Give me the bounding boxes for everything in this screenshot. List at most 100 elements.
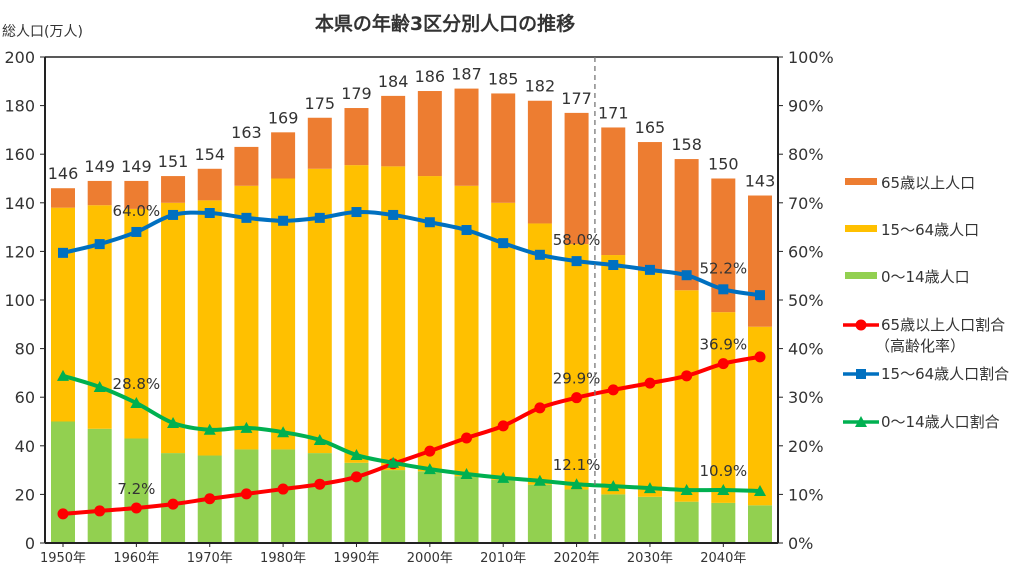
bar-young [124, 438, 149, 543]
y2-tick-label: 100% [788, 48, 834, 67]
young-ratio-marker [423, 463, 436, 475]
legend-label: 15～64歳人口 [881, 221, 979, 239]
elderly-ratio-marker [717, 358, 729, 370]
bar-young [454, 476, 479, 543]
y2-tick-label: 10% [788, 485, 824, 504]
bar-young [161, 453, 186, 543]
young-ratio-marker [277, 426, 290, 438]
young-ratio-marker [387, 456, 400, 468]
elderly-ratio-marker [314, 478, 326, 490]
elderly-ratio-marker [461, 432, 473, 444]
bar-elderly [674, 159, 699, 291]
bar-working [564, 244, 589, 490]
bar-working [601, 255, 626, 495]
working-ratio-marker [571, 256, 582, 267]
legend-marker [855, 319, 867, 331]
total-label: 177 [561, 89, 592, 108]
young-ratio-data-label: 10.9% [699, 462, 747, 480]
legend-swatch [845, 225, 877, 232]
young-ratio-marker [93, 380, 106, 392]
y-tick-label: 20 [15, 485, 35, 504]
elderly-ratio-marker [607, 384, 619, 396]
x-tick-label: 1970年 [187, 551, 233, 566]
bar-elderly [748, 195, 772, 327]
bar-elderly [564, 112, 589, 245]
total-label: 154 [194, 145, 225, 164]
young-ratio-marker [717, 484, 730, 496]
working-ratio-marker [681, 270, 692, 281]
elderly-ratio-data-label: 7.2% [117, 480, 155, 498]
young-ratio-marker [240, 421, 253, 433]
total-label: 185 [488, 69, 519, 88]
young-ratio-marker [533, 474, 546, 486]
bar-young [601, 494, 626, 543]
young-ratio-marker [643, 482, 656, 494]
legend-label: 0～14歳人口 [881, 268, 970, 286]
bar-young [748, 505, 772, 543]
working-ratio-marker [131, 226, 142, 237]
bar-young [381, 470, 406, 543]
working-ratio-marker [94, 239, 105, 250]
elderly-ratio-marker [497, 420, 509, 432]
bar-elderly [381, 95, 406, 167]
total-label: 186 [415, 67, 446, 86]
x-tick-label: 2010年 [480, 551, 526, 566]
elderly-ratio-marker [644, 377, 656, 389]
total-label: 143 [745, 172, 776, 191]
bar-elderly [344, 108, 369, 166]
x-tick-label: 2020年 [554, 551, 600, 566]
y2-tick-label: 40% [788, 340, 824, 359]
bar-elderly [637, 142, 662, 271]
chart-title: 本県の年齢3区分別人口の推移 [315, 12, 575, 35]
y2-tick-label: 0% [788, 534, 813, 553]
total-label: 171 [598, 103, 629, 122]
bar-elderly [527, 100, 552, 224]
x-tick-label: 1950年 [40, 551, 86, 566]
working-ratio-marker [534, 249, 545, 260]
y2-tick-label: 90% [788, 97, 824, 116]
bar-elderly [161, 176, 186, 203]
bar-working [674, 290, 699, 502]
young-ratio-marker [57, 369, 69, 381]
working-ratio-marker [718, 284, 729, 295]
bar-working [51, 207, 75, 422]
total-label: 187 [451, 65, 482, 84]
working-ratio-marker [388, 209, 399, 220]
working-ratio-marker [608, 260, 619, 271]
total-label: 169 [268, 108, 299, 127]
bar-elderly [417, 91, 442, 177]
bar-working [527, 223, 552, 485]
bar-elderly [601, 127, 626, 256]
young-ratio-data-label: 28.8% [113, 375, 161, 393]
working-ratio-data-label: 58.0% [553, 231, 601, 249]
bar-working [711, 312, 736, 503]
bar-young [527, 484, 552, 543]
legend-marker [855, 416, 867, 427]
young-ratio-marker [167, 416, 180, 428]
bar-working [234, 185, 259, 450]
total-label: 184 [378, 72, 409, 91]
x-tick-label: 1980年 [260, 551, 306, 566]
legend-label: 15～64歳人口割合 [881, 365, 1009, 383]
elderly-ratio-data-label: 29.9% [553, 370, 601, 388]
elderly-ratio-marker [754, 351, 766, 363]
legend-label-sub: （高齢化率） [875, 337, 965, 355]
working-ratio-marker [278, 215, 289, 226]
bar-elderly [197, 168, 222, 201]
young-ratio-marker [570, 478, 583, 490]
y-tick-label: 60 [15, 388, 35, 407]
elderly-ratio-marker [571, 392, 583, 404]
legend-label: 65歳以上人口割合 [881, 316, 1005, 334]
elderly-ratio-marker [681, 370, 693, 382]
bar-elderly [87, 180, 112, 206]
bar-young [674, 501, 699, 543]
elderly-ratio-marker [424, 445, 436, 457]
legend-swatch [845, 272, 877, 279]
bar-elderly [124, 180, 149, 209]
total-label: 151 [158, 152, 189, 171]
total-label: 179 [341, 84, 372, 103]
bar-young [711, 502, 736, 543]
bar-elderly [491, 93, 516, 203]
bar-young [87, 428, 112, 543]
y-axis-label: 総人口(万人) [2, 24, 83, 40]
